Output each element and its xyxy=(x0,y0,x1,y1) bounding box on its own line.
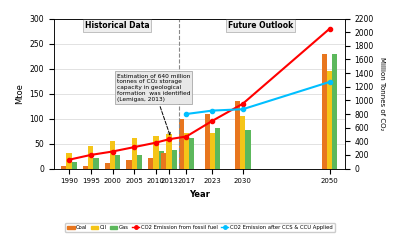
Bar xyxy=(172,149,177,168)
Bar xyxy=(327,71,332,168)
Bar xyxy=(61,166,66,168)
Bar xyxy=(110,141,115,168)
Bar xyxy=(83,166,88,168)
Bar xyxy=(158,151,164,168)
Bar xyxy=(153,136,158,168)
Bar xyxy=(88,146,94,168)
Y-axis label: Million Tonnes of CO₂: Million Tonnes of CO₂ xyxy=(379,57,385,130)
Bar xyxy=(235,101,240,168)
Bar xyxy=(332,54,338,168)
Bar xyxy=(210,133,215,168)
Bar xyxy=(132,137,137,168)
Bar xyxy=(105,163,110,168)
Bar xyxy=(72,162,77,168)
Text: Future Outlook: Future Outlook xyxy=(228,21,293,30)
Bar xyxy=(245,129,250,168)
Bar xyxy=(66,153,72,168)
Legend: Coal, Oil, Gas, CO2 Emission from fossil fuel, CO2 Emission after CCS & CCU Appl: Coal, Oil, Gas, CO2 Emission from fossil… xyxy=(65,223,335,232)
Bar xyxy=(184,133,189,168)
X-axis label: Year: Year xyxy=(189,190,210,199)
Text: Estimation of 640 million
tonnes of CO₂ storage
capacity in geological
formation: Estimation of 640 million tonnes of CO₂ … xyxy=(117,74,190,135)
Text: Historical Data: Historical Data xyxy=(84,21,149,30)
Bar xyxy=(148,157,153,168)
Bar xyxy=(126,160,132,168)
Bar xyxy=(161,153,166,168)
Bar xyxy=(166,133,172,168)
Bar xyxy=(322,54,327,168)
Bar xyxy=(189,137,194,168)
Bar xyxy=(115,155,120,168)
Bar xyxy=(137,155,142,168)
Bar xyxy=(94,157,99,168)
Bar xyxy=(215,128,220,168)
Y-axis label: Mtoe: Mtoe xyxy=(15,83,24,104)
Bar xyxy=(178,118,184,168)
Bar xyxy=(240,116,245,168)
Bar xyxy=(204,114,210,168)
